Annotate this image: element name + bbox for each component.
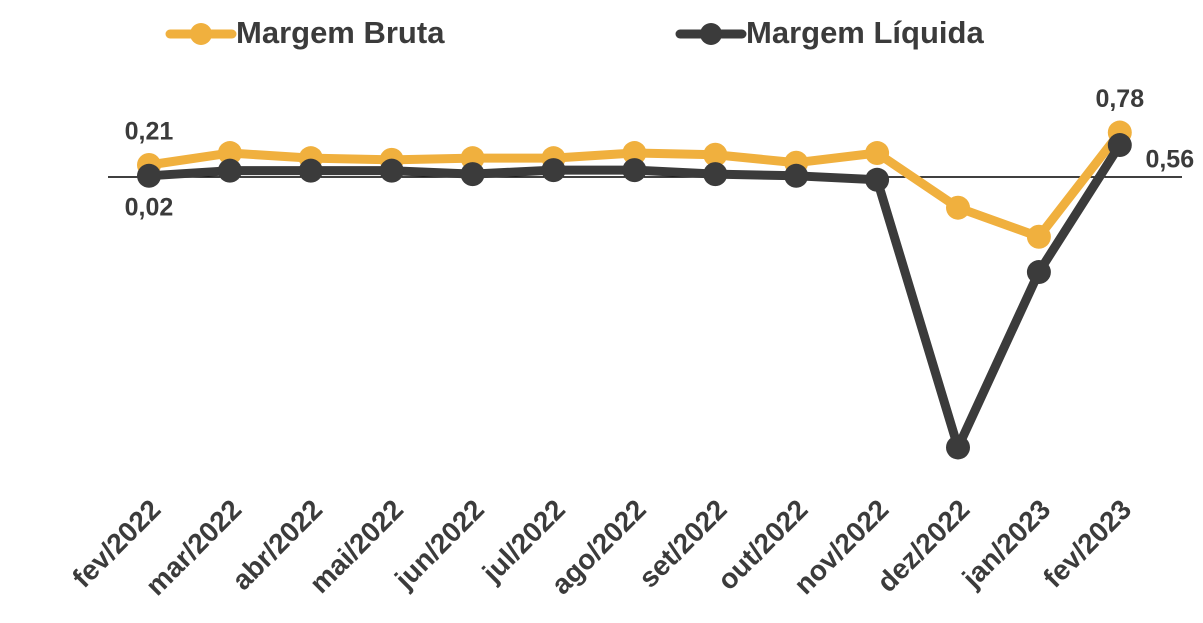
point — [298, 158, 323, 183]
point — [137, 163, 161, 188]
point — [946, 435, 970, 460]
point — [217, 158, 242, 183]
point — [1107, 133, 1132, 158]
legend-label: Margem Líquida — [746, 15, 984, 50]
point — [541, 158, 566, 183]
point — [379, 158, 404, 183]
x-tick-label: fev/2023 — [1037, 494, 1137, 594]
point — [703, 142, 728, 167]
data-label: 0,02 — [125, 193, 174, 221]
point — [1026, 260, 1051, 285]
x-tick-label: jan/2023 — [956, 494, 1057, 595]
point — [946, 195, 970, 220]
data-label: 0,21 — [125, 118, 174, 146]
legend-marker — [190, 23, 212, 45]
data-label: 0,56 — [1145, 146, 1194, 174]
point — [703, 162, 728, 187]
x-tick-label: jun/2022 — [388, 494, 490, 596]
legend-label: Margem Bruta — [236, 15, 445, 50]
series-line — [148, 142, 1124, 452]
legend-marker — [700, 23, 722, 45]
point — [460, 162, 485, 187]
data-label: 0,78 — [1095, 85, 1144, 113]
point — [865, 141, 890, 166]
point — [622, 141, 647, 166]
point — [865, 167, 890, 192]
point — [784, 163, 809, 188]
point — [1026, 224, 1051, 249]
point — [217, 141, 242, 166]
point — [622, 158, 647, 183]
